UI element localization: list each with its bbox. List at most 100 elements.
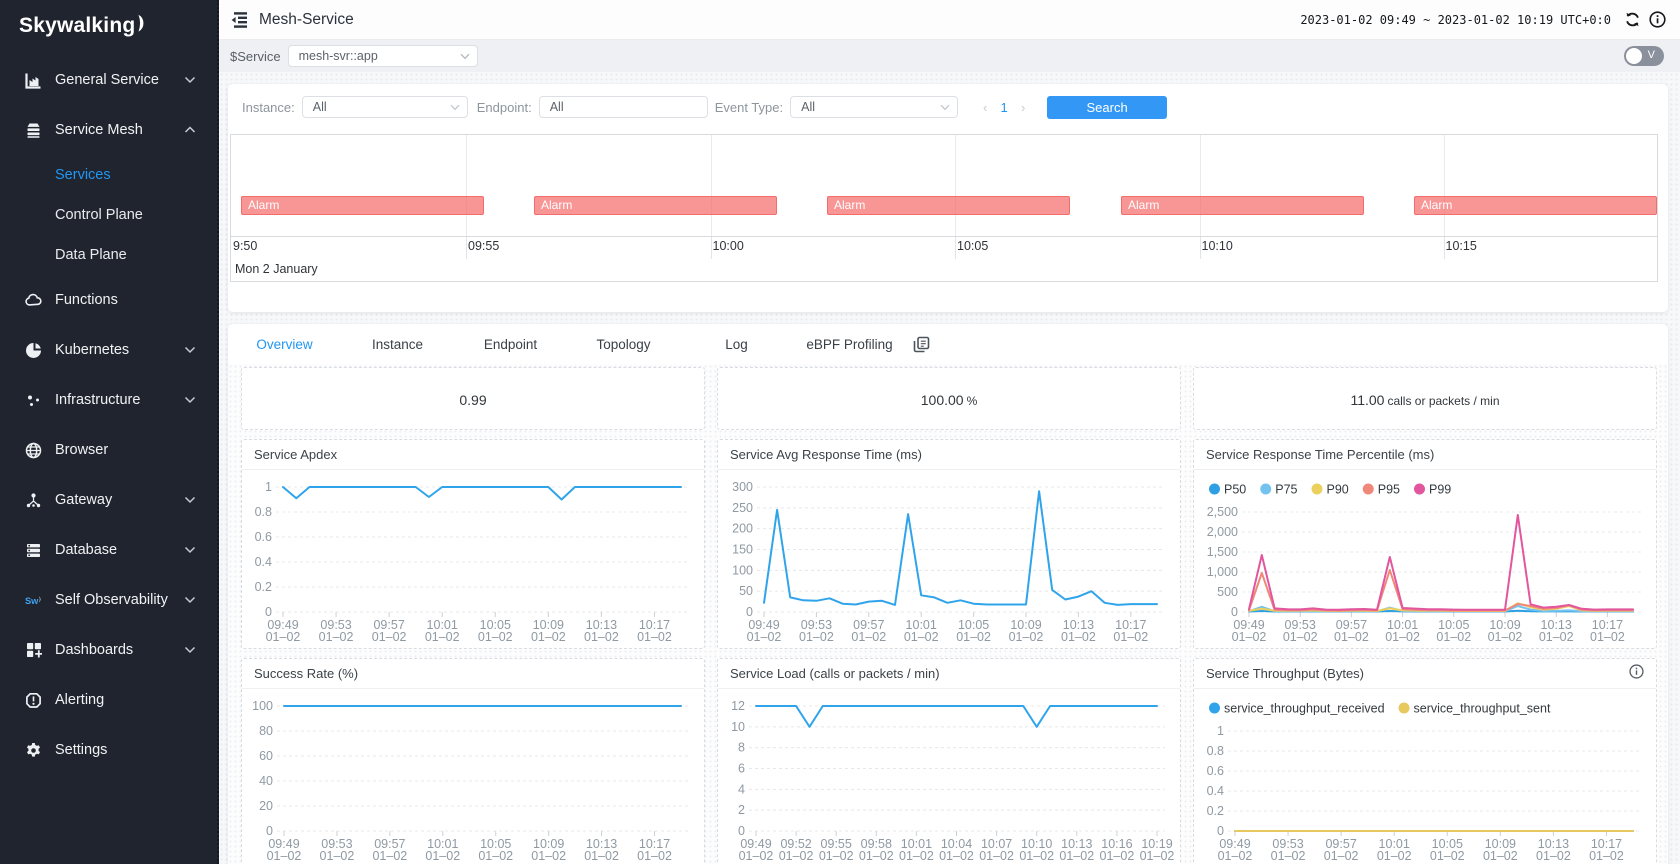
grid-icon (25, 642, 42, 659)
timeline-gridline (710, 135, 712, 236)
chart-card-header: Service Load (calls or packets / min) (718, 659, 1180, 689)
alarm-timeline[interactable]: 9:50 09:55 10:00 10:05 10:10 10:15 Mon 2 Janua… (230, 134, 1658, 282)
metric-value: 100.00 (920, 392, 964, 408)
sidebar-item-self-observability[interactable]: Sw Self Observability (0, 575, 217, 625)
legend-dot (1209, 702, 1220, 714)
legend-label: service_throughput_received (1224, 702, 1385, 716)
alarm-bar[interactable]: Alarm (827, 196, 1070, 215)
x-tick-time: 09:57 (1325, 837, 1356, 851)
chart-canvas-service_avg_response_time[interactable]: 05010015020025030009:4901–0209:5301–0209… (718, 470, 1181, 649)
x-tick-date: 01–02 (1377, 849, 1412, 863)
sidebar-item-database[interactable]: Database (0, 525, 217, 575)
sidebar-item-label: Settings (55, 742, 108, 758)
page-next-arrow[interactable]: › (1020, 99, 1026, 115)
page-number[interactable]: 1 (1000, 99, 1008, 115)
sidebar-item-label: Gateway (55, 492, 113, 508)
chevron-down-icon (183, 346, 197, 354)
tab-endpoint[interactable]: Endpoint (483, 336, 538, 352)
sidebar-subitem-control-plane[interactable]: Control Plane (55, 207, 143, 223)
x-tick-time: 09:52 (780, 837, 811, 851)
logo-crescent-icon (138, 14, 144, 32)
sidebar-subitem-data-plane[interactable]: Data Plane (55, 247, 127, 263)
sidebar-item-kubernetes[interactable]: Kubernetes (0, 325, 217, 375)
chart-canvas-service_throughput[interactable]: service_throughput_received service_throu… (1194, 689, 1657, 864)
x-tick-time: 10:17 (1115, 618, 1146, 632)
x-tick-time: 10:13 (1063, 618, 1094, 632)
sidebar-collapse-icon[interactable] (228, 9, 250, 31)
y-tick-label: 0 (738, 824, 745, 838)
chart-info-icon[interactable] (1629, 663, 1644, 684)
endpoint-input[interactable]: All (538, 96, 708, 118)
chart-card-service_load[interactable]: Service Load (calls or packets / min) 0 2 4… (717, 658, 1181, 864)
sidebar-item-browser[interactable]: Browser (0, 425, 217, 475)
sidebar-item-general-service[interactable]: General Service (0, 55, 217, 105)
service-select[interactable]: mesh-svr::app (287, 45, 478, 67)
chart-canvas-service_apdex[interactable]: 00.20.40.60.8109:4901–0209:5301–0209:570… (242, 470, 705, 649)
tab-topology[interactable]: Topology (596, 336, 651, 352)
alarm-bar[interactable]: Alarm (1414, 196, 1657, 215)
tab-overview[interactable]: Overview (256, 336, 313, 352)
alarm-bar[interactable]: Alarm (534, 196, 777, 215)
sidebar-item-infrastructure[interactable]: Infrastructure (0, 375, 217, 425)
chart-canvas-service_response_time_percentile[interactable]: P50 P75 P90 P95 P99 0 500 1,000 1,500 2,000 2,500 0… (1194, 470, 1657, 649)
sidebar-item-gateway[interactable]: Gateway (0, 475, 217, 525)
timeline-tick (466, 236, 467, 259)
sidebar-item-label: Kubernetes (55, 342, 130, 358)
sidebar-item-settings[interactable]: Settings (0, 725, 217, 775)
info-icon[interactable] (1646, 9, 1668, 31)
legend-dot (1362, 483, 1374, 495)
sidebar-subitem-services[interactable]: Services (55, 167, 111, 183)
series-P95 (1248, 569, 1634, 612)
legend-label: P90 (1327, 483, 1349, 497)
y-tick-label: 0.4 (255, 555, 272, 569)
view-mode-toggle[interactable]: V (1624, 46, 1664, 66)
chart-card-service_apdex[interactable]: Service Apdex 0 0.2 0.4 0.6 0.8 1 09:49 01–02 09:… (241, 439, 705, 649)
metric-card-0[interactable]: 0.99 (241, 367, 705, 430)
x-tick-date: 01–02 (1019, 849, 1054, 863)
time-range[interactable]: 2023-01-02 09:49 ~ 2023-01-02 10:19 UTC+… (1300, 12, 1611, 27)
y-tick-label: 60 (259, 749, 273, 763)
sidebar-item-alerting[interactable]: Alerting (0, 675, 217, 725)
x-tick-time: 10:01 (1387, 618, 1418, 632)
chart-card-service_avg_response_time[interactable]: Service Avg Response Time (ms) 0 50 100 150 2… (717, 439, 1181, 649)
timeline-gridline (1199, 135, 1201, 236)
tab-ebpf-profiling[interactable]: eBPF Profiling (806, 336, 893, 352)
refresh-icon[interactable] (1621, 9, 1643, 31)
x-tick-time: 10:05 (480, 837, 511, 851)
copy-icon[interactable] (913, 336, 930, 353)
sidebar-item-label: Database (55, 542, 118, 558)
instance-select[interactable]: All (301, 96, 468, 118)
alarm-bar[interactable]: Alarm (1121, 196, 1364, 215)
globe-icon (25, 442, 42, 459)
event-type-select[interactable]: All (790, 96, 959, 118)
chart-card-success_rate[interactable]: Success Rate (%) 0 20 40 60 80 100 09:49 01–02 09… (241, 658, 705, 864)
chart-title: Success Rate (%) (254, 666, 359, 681)
search-button[interactable]: Search (1047, 95, 1168, 119)
chart-title: Service Load (calls or packets / min) (730, 666, 940, 681)
chart-canvas-service_load[interactable]: 02468101209:4901–0209:5201–0209:5501–020… (718, 689, 1181, 864)
x-tick-time: 10:01 (906, 618, 937, 632)
x-tick-time: 10:05 (480, 618, 511, 632)
endpoint-input-value: All (549, 100, 564, 114)
y-tick-label: 2,000 (1207, 525, 1238, 539)
tab-instance[interactable]: Instance (371, 336, 424, 352)
y-tick-label: 0 (1217, 824, 1224, 838)
sidebar-item-dashboards[interactable]: Dashboards (0, 625, 217, 675)
metric-card-1[interactable]: 100.00% (717, 367, 1181, 430)
y-tick-label: 0.8 (255, 505, 272, 519)
alarm-bar[interactable]: Alarm (241, 196, 484, 215)
page-prev-arrow[interactable]: ‹ (982, 99, 988, 115)
sidebar-item-label: Dashboards (55, 642, 134, 658)
timeline-gridline (1443, 135, 1445, 236)
x-tick-time: 10:01 (901, 837, 932, 851)
tab-log[interactable]: Log (725, 336, 748, 352)
chart-canvas-success_rate[interactable]: 02040608010009:4901–0209:5301–0209:5701–… (242, 689, 705, 864)
sidebar-item-functions[interactable]: Functions (0, 275, 217, 325)
chart-card-service_response_time_percentile[interactable]: Service Response Time Percentile (ms) P50… (1193, 439, 1657, 649)
y-tick-label: 0.8 (1207, 744, 1224, 758)
chart-card-service_throughput[interactable]: Service Throughput (Bytes) service_throug… (1193, 658, 1657, 864)
sidebar-item-service-mesh[interactable]: Service Mesh (0, 105, 217, 155)
x-tick-time: 09:49 (748, 618, 779, 632)
pie-icon (25, 342, 42, 359)
metric-card-2[interactable]: 11.00 calls or packets / min (1193, 367, 1657, 430)
